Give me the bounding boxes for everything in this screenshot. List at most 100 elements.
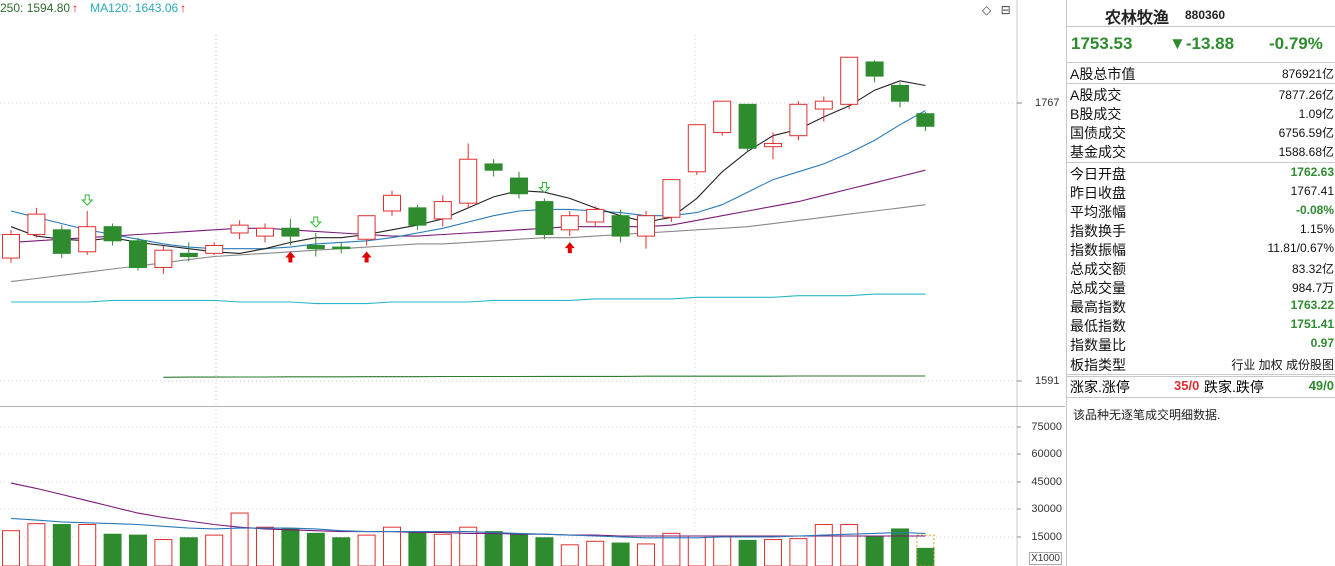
- stat-label: 今日开盘: [1070, 166, 1126, 182]
- stat-row: 最高指数 1763.22: [1070, 297, 1334, 316]
- volume-bar: [306, 532, 325, 566]
- candle: [27, 213, 46, 236]
- ma20-line: [10, 169, 926, 243]
- diamond-icon[interactable]: ◇: [982, 3, 992, 17]
- buy-signal-icon: [564, 242, 575, 254]
- candle: [52, 229, 71, 254]
- stat-label: 指数振幅: [1070, 242, 1126, 258]
- volume-ma-line: [10, 517, 926, 539]
- candle: [586, 208, 605, 223]
- candle: [713, 100, 732, 134]
- stat-row: A股成交 7877.26亿: [1070, 85, 1334, 104]
- kline-chart[interactable]: [0, 0, 1065, 566]
- divider: [1067, 376, 1335, 377]
- candle: [535, 201, 554, 236]
- stat-row: 指数振幅 11.81/0.67%: [1070, 240, 1334, 259]
- ma250-legend: 250: 1594.80: [0, 1, 71, 15]
- stat-value: 1.09亿: [1298, 107, 1334, 121]
- volume-bar: [154, 539, 173, 566]
- stat-row: A股总市值 876921亿: [1070, 64, 1334, 83]
- candle: [764, 143, 782, 148]
- candle: [814, 100, 833, 110]
- volume-projection: [916, 534, 935, 566]
- volume-bar: [27, 523, 46, 566]
- stat-row: 板指类型 行业 加权 成份股图: [1070, 355, 1334, 374]
- stat-row: 昨日收盘 1767.41: [1070, 183, 1334, 202]
- candle: [306, 245, 325, 250]
- stat-row: 基金成交 1588.68亿: [1070, 142, 1334, 161]
- candle: [840, 56, 859, 105]
- stat-value: 11.81/0.67%: [1267, 241, 1335, 255]
- up-arrow-icon: ↑: [72, 1, 79, 15]
- volume-unit: X1000: [1029, 552, 1062, 565]
- volume-tick: 30000: [1031, 503, 1062, 515]
- buy-signal-icon: [285, 251, 296, 263]
- volume-bar: [281, 528, 300, 566]
- volume-bar: [230, 512, 249, 566]
- stat-label: A股成交: [1070, 87, 1122, 103]
- candle: [738, 103, 757, 149]
- volume-bar: [535, 537, 554, 566]
- decliners-label: 跌家.跌停: [1204, 379, 1264, 395]
- stat-value: -0.08%: [1295, 203, 1334, 217]
- price-axis-lower: 1591: [1035, 375, 1060, 387]
- sell-signal-icon: [538, 181, 551, 194]
- volume-bar: [52, 524, 71, 566]
- stat-row: 平均涨幅 -0.08%: [1070, 202, 1334, 221]
- candle: [205, 245, 224, 254]
- stat-value: 1588.68亿: [1278, 145, 1334, 159]
- stat-label: 国债成交: [1070, 125, 1126, 141]
- quote-panel: 农林牧渔 880360 1753.53 ▼-13.88 -0.79% A股总市值…: [1066, 0, 1335, 566]
- index-code: 880360: [1185, 8, 1226, 22]
- stat-label: B股成交: [1070, 106, 1122, 122]
- volume-bar: [205, 534, 224, 566]
- volume-bar: [256, 526, 274, 566]
- volume-bar: [662, 532, 681, 566]
- stat-label: 板指类型: [1070, 357, 1126, 373]
- ma120-legend: MA120: 1643.06: [90, 1, 179, 15]
- volume-bar: [484, 531, 503, 566]
- volume-bar: [560, 544, 579, 566]
- candle: [560, 215, 579, 231]
- candle: [687, 124, 706, 173]
- candle: [2, 234, 20, 259]
- candle: [510, 177, 528, 195]
- candle: [256, 227, 274, 237]
- stat-row: 国债成交 6756.59亿: [1070, 123, 1334, 142]
- ma-legend: 250: 1594.80 ↑ MA120: 1643.06 ↑: [0, 1, 188, 15]
- candle: [103, 226, 122, 242]
- kline-chart-area[interactable]: 250: 1594.80 ↑ MA120: 1643.06 ↑ ◇ ⊟ 1767 1…: [0, 0, 1065, 566]
- volume-bar: [687, 535, 706, 566]
- candle: [383, 194, 401, 212]
- volume-bar: [916, 547, 935, 566]
- candle: [484, 163, 503, 171]
- volume-bar: [510, 533, 528, 566]
- decliners-value: 49/0: [1308, 378, 1334, 393]
- price-axis-upper: 1767: [1035, 97, 1060, 109]
- window-icon[interactable]: ⊟: [1000, 3, 1011, 17]
- candle: [129, 240, 147, 268]
- stat-value: 1.15%: [1299, 222, 1334, 236]
- divider: [1067, 162, 1335, 163]
- candle: [611, 215, 630, 237]
- volume-bar: [865, 535, 884, 566]
- stat-value: 876921亿: [1281, 67, 1334, 81]
- stat-row: 指数量比 0.97: [1070, 335, 1334, 354]
- candle: [891, 84, 909, 102]
- ma10-line: [10, 110, 926, 250]
- buy-signal-icon: [361, 251, 372, 263]
- candle: [662, 179, 681, 218]
- volume-tick: 75000: [1031, 421, 1062, 433]
- stat-value: 1751.41: [1290, 317, 1334, 331]
- stat-row: 总成交额 83.32亿: [1070, 259, 1334, 278]
- volume-bar: [2, 530, 20, 566]
- stat-label: 基金成交: [1070, 144, 1126, 160]
- chart-toolbar: ◇ ⊟: [982, 3, 1017, 17]
- candle: [916, 113, 935, 127]
- candle: [281, 227, 300, 237]
- candle: [78, 226, 97, 253]
- volume-bar: [738, 539, 757, 566]
- candle: [179, 252, 198, 257]
- volume-bar: [103, 533, 122, 566]
